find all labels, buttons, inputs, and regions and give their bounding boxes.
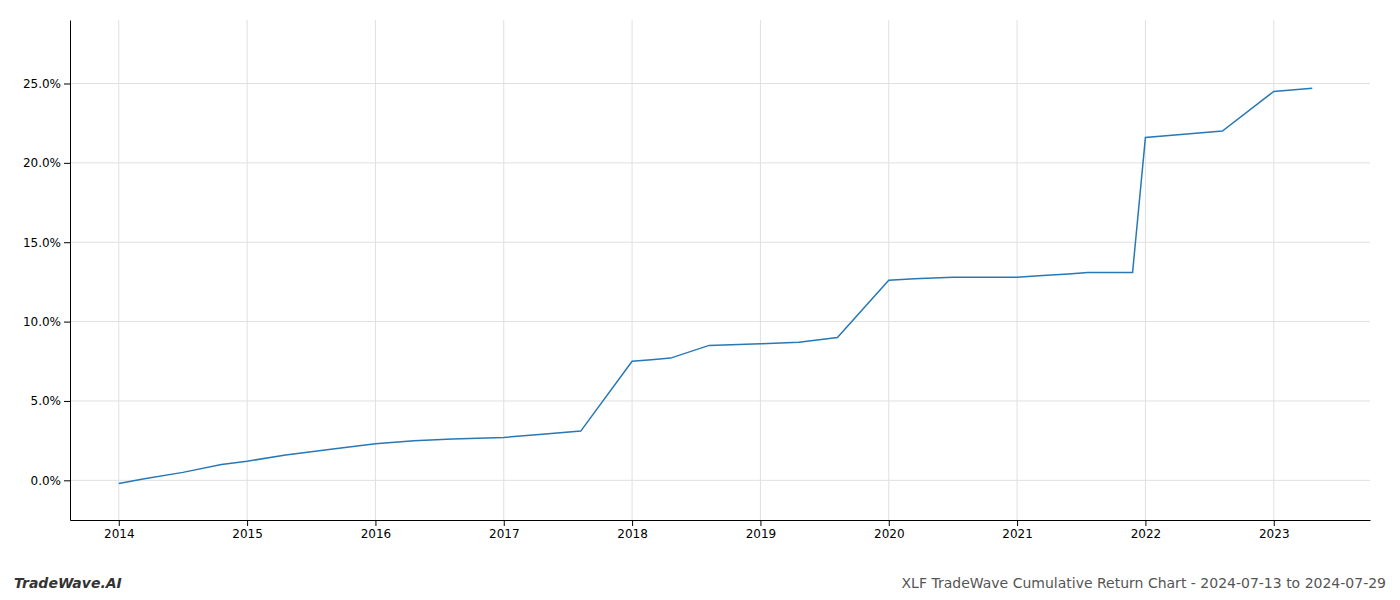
tick-mark — [64, 83, 70, 84]
tick: 2022 — [1131, 520, 1162, 541]
tick: 2017 — [489, 520, 520, 541]
grid-line — [888, 20, 889, 520]
tick: 2023 — [1259, 520, 1290, 541]
grid-line — [1145, 20, 1146, 520]
tick-mark — [64, 163, 70, 164]
tick-label: 15.0% — [23, 236, 61, 250]
tick: 2018 — [617, 520, 648, 541]
tick: 15.0% — [23, 236, 70, 250]
tick: 2014 — [104, 520, 135, 541]
tick-label: 2019 — [746, 527, 777, 541]
grid-line — [70, 162, 1370, 163]
y-axis: 0.0% 5.0% 10.0% 15.0% 20.0% 25.0% — [23, 21, 71, 521]
plot-area: 2014 2015 2016 2017 2018 2019 2020 2021 2022 2023… — [23, 20, 1371, 541]
grid-line — [1273, 20, 1274, 520]
grid-line — [247, 20, 248, 520]
tick-mark — [64, 401, 70, 402]
x-axis: 2014 2015 2016 2017 2018 2019 2020 2021 2022 2023 — [71, 520, 1371, 541]
tick-mark — [889, 520, 890, 526]
grid-line — [70, 83, 1370, 84]
tick: 2020 — [874, 520, 905, 541]
tick-mark — [1274, 520, 1275, 526]
tick: 2015 — [232, 520, 263, 541]
title: XLF TradeWave Cumulative Return Chart - … — [902, 575, 1386, 591]
tick: 2016 — [361, 520, 392, 541]
tick: 2019 — [746, 520, 777, 541]
tick-label: 0.0% — [31, 474, 62, 488]
tick-mark — [64, 242, 70, 243]
tick-mark — [119, 520, 120, 526]
grid-line — [118, 20, 119, 520]
tick: 25.0% — [23, 77, 70, 91]
tick-mark — [760, 520, 761, 526]
tick-label: 20.0% — [23, 156, 61, 170]
watermark: TradeWave.AI — [14, 575, 122, 591]
tick-label: 2014 — [104, 527, 135, 541]
tick-mark — [64, 322, 70, 323]
tick-label: 2023 — [1259, 527, 1290, 541]
tick-label: 2015 — [232, 527, 263, 541]
tick-label: 5.0% — [31, 394, 62, 408]
tick-mark — [504, 520, 505, 526]
tick-label: 2018 — [617, 527, 648, 541]
line — [119, 88, 1312, 483]
tick-mark — [632, 520, 633, 526]
tick-mark — [375, 520, 376, 526]
grid-line — [70, 321, 1370, 322]
grid-line — [632, 20, 633, 520]
grid-line — [1017, 20, 1018, 520]
tick-label: 2021 — [1002, 527, 1033, 541]
tick: 5.0% — [31, 394, 71, 408]
grid-line — [375, 20, 376, 520]
tick-mark — [64, 480, 70, 481]
tick-label: 2016 — [361, 527, 392, 541]
tick-mark — [247, 520, 248, 526]
grid-line — [70, 242, 1370, 243]
grid — [70, 20, 1370, 520]
grid-line — [70, 400, 1370, 401]
tick-mark — [1145, 520, 1146, 526]
tick: 20.0% — [23, 156, 70, 170]
grid-line — [70, 480, 1370, 481]
tick-mark — [1017, 520, 1018, 526]
tick-label: 10.0% — [23, 315, 61, 329]
tick-label: 25.0% — [23, 77, 61, 91]
axis-line — [71, 520, 1371, 521]
chart: 2014 2015 2016 2017 2018 2019 2020 2021 2022 2023… — [0, 0, 1400, 600]
tick: 10.0% — [23, 315, 70, 329]
axis-line — [70, 21, 71, 521]
tick-label: 2020 — [874, 527, 905, 541]
grid-line — [760, 20, 761, 520]
tick-label: 2017 — [489, 527, 520, 541]
marks — [119, 88, 1312, 483]
grid-line — [503, 20, 504, 520]
tick: 0.0% — [31, 474, 71, 488]
tick: 2021 — [1002, 520, 1033, 541]
tick-label: 2022 — [1131, 527, 1162, 541]
